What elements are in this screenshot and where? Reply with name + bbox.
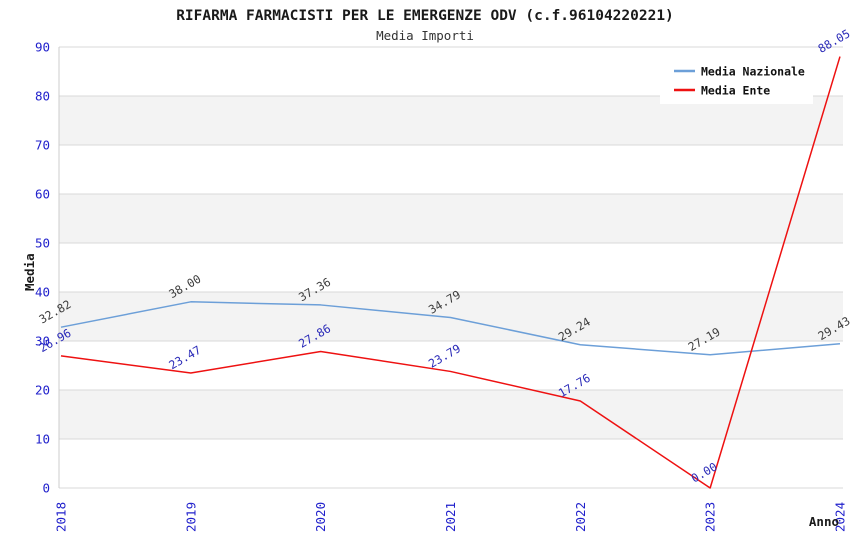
plot-band (59, 292, 843, 341)
y-tick-label: 80 (35, 89, 50, 104)
y-tick-label: 20 (35, 383, 50, 398)
x-axis-title: Anno (809, 514, 839, 529)
y-tick-label: 30 (35, 334, 50, 349)
y-tick-label: 60 (35, 187, 50, 202)
x-tick-label: 2020 (313, 502, 328, 532)
chart-title: RIFARMA FARMACISTI PER LE EMERGENZE ODV … (176, 8, 674, 24)
legend: Media Nazionale Media Ente (660, 57, 813, 104)
x-tick-label: 2022 (573, 502, 588, 532)
x-tick-label: 2021 (443, 502, 458, 532)
x-tick-label: 2024 (832, 502, 847, 532)
data-point-label: 0.00 (689, 460, 720, 486)
y-tick-label: 10 (35, 432, 50, 447)
legend-label-media-nazionale: Media Nazionale (701, 65, 805, 79)
y-tick-label: 50 (35, 236, 50, 251)
y-tick-label: 90 (35, 40, 50, 55)
series-line-media-nazionale (60, 301, 841, 356)
plot-band (59, 96, 843, 145)
x-tick-label: 2023 (703, 502, 718, 532)
data-point-label: 23.47 (166, 343, 203, 372)
series-line-media-ente (60, 56, 841, 489)
x-tick-label: 2018 (54, 502, 69, 532)
legend-label-media-ente: Media Ente (701, 84, 770, 98)
data-point-label: 23.79 (426, 341, 463, 370)
y-tick-label: 0 (42, 481, 50, 496)
plot-band (59, 390, 843, 439)
plot-band (59, 194, 843, 243)
y-tick-label: 40 (35, 285, 50, 300)
legend-background (660, 57, 813, 104)
plot-bands-layer (59, 96, 843, 439)
gridlines-layer (58, 46, 843, 489)
y-tick-label: 70 (35, 138, 50, 153)
tick-labels-layer: 0 10 20 30 40 50 60 70 80 90 2018 2019 2020 2021 2022 2… (35, 40, 848, 533)
series-layer (60, 56, 841, 489)
chart-subtitle: Media Importi (376, 28, 474, 43)
data-point-label: 88.05 (815, 26, 850, 55)
y-axis-title: Media (22, 253, 37, 291)
x-tick-label: 2019 (183, 502, 198, 532)
